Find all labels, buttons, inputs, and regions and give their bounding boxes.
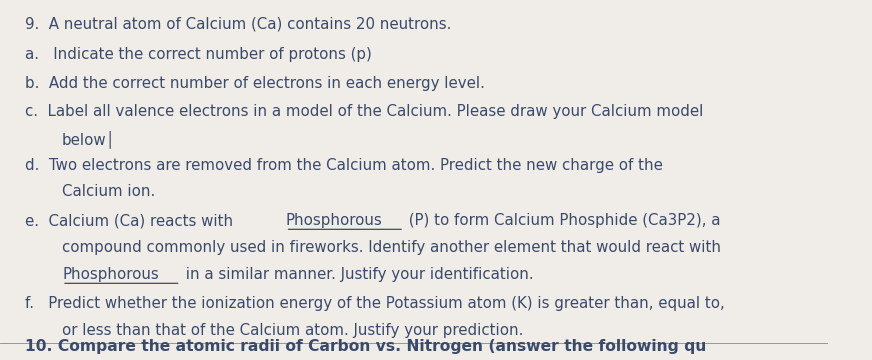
- Text: below│: below│: [62, 130, 116, 148]
- Text: a.   Indicate the correct number of protons (p): a. Indicate the correct number of proton…: [24, 47, 371, 62]
- Text: Phosphorous: Phosphorous: [62, 267, 159, 282]
- Text: f.   Predict whether the ionization energy of the Potassium atom (K) is greater : f. Predict whether the ionization energy…: [24, 296, 725, 311]
- Text: (P) to form Calcium Phosphide (Ca3P2), a: (P) to form Calcium Phosphide (Ca3P2), a: [404, 213, 720, 228]
- Text: Calcium ion.: Calcium ion.: [62, 184, 155, 199]
- Text: e.  Calcium (Ca) reacts with: e. Calcium (Ca) reacts with: [24, 213, 238, 228]
- Text: in a similar manner. Justify your identification.: in a similar manner. Justify your identi…: [181, 267, 533, 282]
- Text: Phosphorous: Phosphorous: [286, 213, 382, 228]
- Text: d.  Two electrons are removed from the Calcium atom. Predict the new charge of t: d. Two electrons are removed from the Ca…: [24, 158, 663, 174]
- Text: c.  Label all valence electrons in a model of the Calcium. Please draw your Calc: c. Label all valence electrons in a mode…: [24, 104, 703, 120]
- Text: 10. Compare the atomic radii of Carbon vs. Nitrogen (answer the following qu: 10. Compare the atomic radii of Carbon v…: [24, 338, 706, 354]
- Text: or less than that of the Calcium atom. Justify your prediction.: or less than that of the Calcium atom. J…: [62, 323, 523, 338]
- Text: compound commonly used in fireworks. Identify another element that would react w: compound commonly used in fireworks. Ide…: [62, 240, 721, 255]
- Text: b.  Add the correct number of electrons in each energy level.: b. Add the correct number of electrons i…: [24, 76, 485, 91]
- Text: 9.  A neutral atom of Calcium (Ca) contains 20 neutrons.: 9. A neutral atom of Calcium (Ca) contai…: [24, 16, 451, 31]
